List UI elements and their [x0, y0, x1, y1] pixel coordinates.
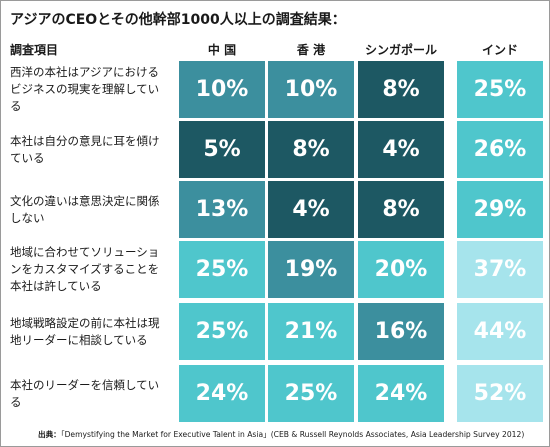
row-label-text: 本社のリーダーを信頼している [10, 377, 160, 409]
data-cell-r5-c4: 44% [457, 303, 543, 360]
data-cell-r3-c1: 13% [179, 181, 265, 238]
column-header-3: シンガポール [364, 43, 437, 57]
row-label-2: 本社は自分の意見に耳を傾けている [10, 121, 170, 178]
data-cell-r2-c1: 5% [179, 121, 265, 178]
row-label-3: 文化の違いは意思決定に関係しない [10, 181, 170, 238]
data-cell-r4-c1: 25% [179, 241, 265, 298]
data-cell-r2-c3: 4% [358, 121, 444, 178]
data-cell-r5-c2: 21% [268, 303, 354, 360]
row-header: 調査項目 [10, 43, 59, 57]
row-label-5: 地域戦略設定の前に本社は現地リーダーに相談している [10, 303, 170, 360]
row-label-text: 文化の違いは意思決定に関係しない [10, 193, 160, 225]
data-cell-r4-c3: 20% [358, 241, 444, 298]
row-label-1: 西洋の本社はアジアにおけるビジネスの現実を理解している [10, 61, 170, 118]
chart-title: アジアのCEOとその他幹部1000人以上の調査結果： [10, 12, 346, 28]
source-label: 出典： [38, 430, 61, 439]
data-cell-r6-c1: 24% [179, 365, 265, 422]
column-header-1: 中 国 [207, 43, 237, 57]
row-label-6: 本社のリーダーを信頼している [10, 365, 170, 422]
data-cell-r3-c2: 4% [268, 181, 354, 238]
data-cell-r1-c2: 10% [268, 61, 354, 118]
data-cell-r1-c3: 8% [358, 61, 444, 118]
data-cell-r6-c2: 25% [268, 365, 354, 422]
data-cell-r3-c3: 8% [358, 181, 444, 238]
source-text: 「Demystifying the Market for Executive T… [60, 430, 525, 439]
column-header-4: インド [481, 43, 518, 57]
row-label-text: 本社は自分の意見に耳を傾けている [10, 133, 160, 165]
data-cell-r4-c2: 19% [268, 241, 354, 298]
source-note: 出典：「Demystifying the Market for Executiv… [38, 429, 524, 440]
data-cell-r3-c4: 29% [457, 181, 543, 238]
data-cell-r2-c4: 26% [457, 121, 543, 178]
data-cell-r6-c3: 24% [358, 365, 444, 422]
data-cell-r4-c4: 37% [457, 241, 543, 298]
data-cell-r5-c3: 16% [358, 303, 444, 360]
data-cell-r1-c1: 10% [179, 61, 265, 118]
data-cell-r1-c4: 25% [457, 61, 543, 118]
row-label-text: 地域戦略設定の前に本社は現地リーダーに相談している [10, 315, 160, 347]
row-label-text: 西洋の本社はアジアにおけるビジネスの現実を理解している [10, 65, 160, 113]
data-cell-r5-c1: 25% [179, 303, 265, 360]
row-label-4: 地域に合わせてソリューションをカスタマイズすることを本社は許している [10, 241, 170, 298]
row-label-text: 地域に合わせてソリューションをカスタマイズすることを本社は許している [10, 245, 160, 293]
data-cell-r6-c4: 52% [457, 365, 543, 422]
data-cell-r2-c2: 8% [268, 121, 354, 178]
column-header-2: 香 港 [296, 43, 326, 57]
